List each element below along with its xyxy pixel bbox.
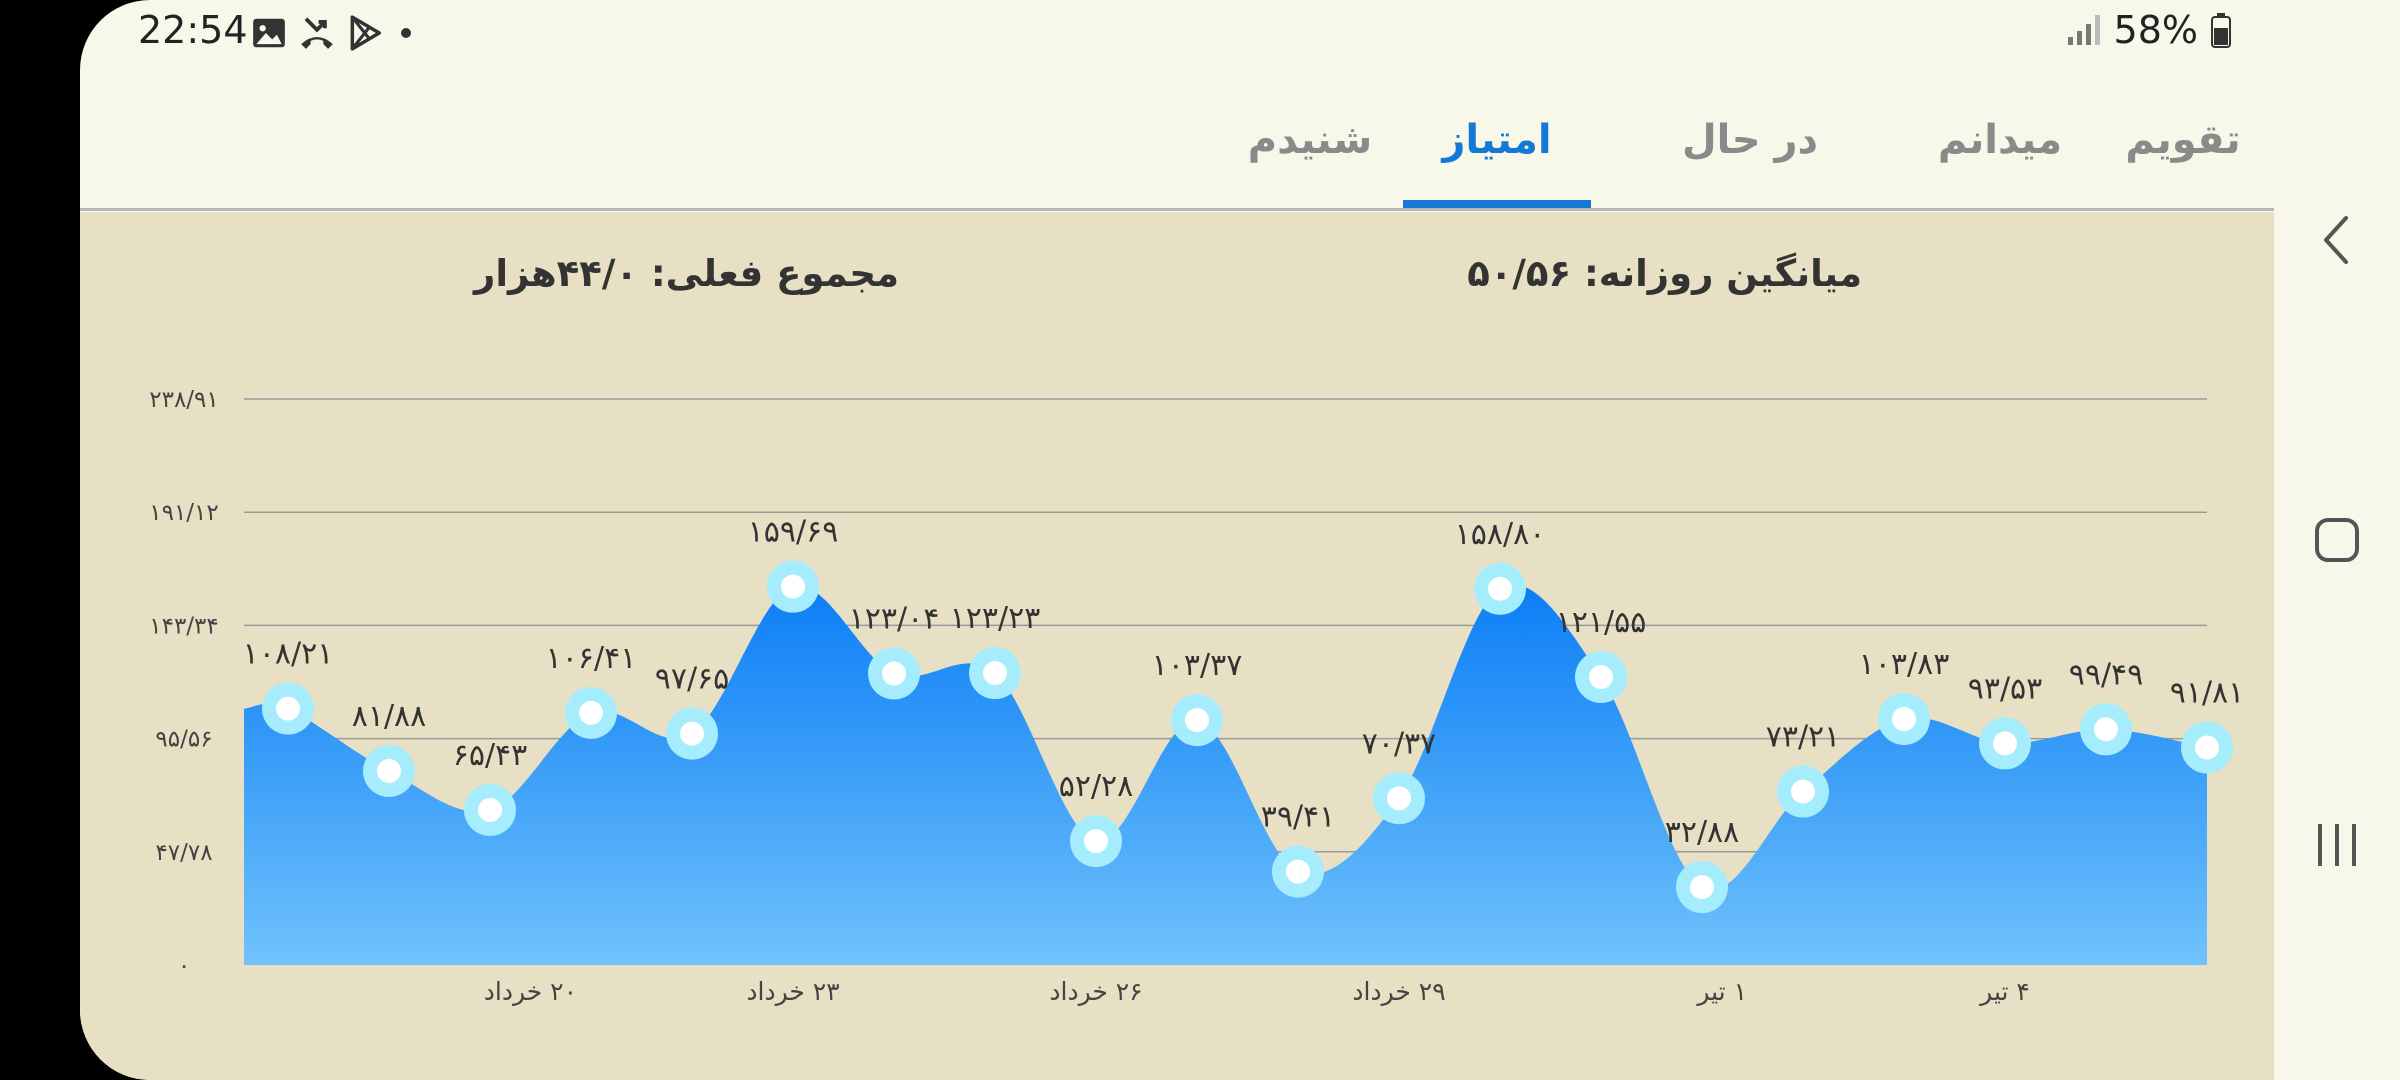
navigation-bar [2274, 0, 2400, 1080]
data-point[interactable] [262, 682, 314, 735]
data-point[interactable] [767, 560, 819, 613]
x-tick-label: ۴ تیر [1978, 977, 2030, 1006]
y-tick-label: ۰ [178, 953, 190, 979]
system-status: 58% [2066, 8, 2232, 52]
data-point[interactable] [2080, 703, 2132, 756]
y-tick-label: ۴۷/۷۸ [155, 840, 212, 866]
data-label: ۳۲/۸۸ [1665, 815, 1740, 850]
data-label: ۳۹/۴۱ [1261, 800, 1336, 835]
x-tick-label: ۲۶ خرداد [1049, 977, 1142, 1006]
x-tick-label: ۲۰ خرداد [484, 977, 577, 1006]
x-tick-label: ۲۹ خرداد [1352, 977, 1445, 1006]
data-label: ۹۳/۵۳ [1968, 671, 2043, 706]
tab-calendar[interactable]: تقویم [2125, 117, 2241, 163]
data-label: ۱۵۹/۶۹ [748, 515, 839, 550]
tab-learning[interactable]: در حال یادگیری [1674, 117, 1826, 263]
data-point[interactable] [1373, 772, 1425, 825]
tab-heard[interactable]: شنیدم [1247, 117, 1373, 163]
x-tick-label: ۱ تیر [1695, 977, 1747, 1006]
y-tick-label: ۲۳۸/۹۱ [149, 387, 219, 413]
data-point[interactable] [666, 707, 718, 760]
data-label: ۱۰۶/۴۱ [546, 641, 637, 676]
data-label: ۱۲۳/۰۴ [849, 602, 940, 637]
y-tick-label: ۱۹۱/۱۲ [149, 500, 219, 526]
data-label: ۱۰۳/۸۳ [1859, 647, 1950, 682]
notification-icons [250, 14, 418, 52]
score-area-chart: ۰ ۴۷/۷۸ ۹۵/۵۶ ۱۴۳/۳۴ ۱۹۱/۱۲ ۲۳۸/۹۱ ۲۰ خرداد ۲۳… [149, 387, 2245, 1006]
data-label: ۱۲۱/۵۵ [1556, 605, 1647, 640]
status-bar: 22:54 [80, 0, 2274, 66]
data-point[interactable] [1575, 651, 1627, 704]
data-label: ۹۷/۶۵ [655, 662, 730, 697]
active-tab-indicator [1403, 200, 1591, 208]
missed-call-icon [301, 17, 333, 49]
dot-icon [401, 28, 411, 38]
y-tick-label: ۹۵/۵۶ [155, 727, 212, 753]
data-point[interactable] [1171, 694, 1223, 747]
tab-score[interactable]: امتیاز [1442, 117, 1552, 163]
tab-divider [80, 208, 2274, 211]
data-point[interactable] [464, 783, 516, 836]
y-tick-label: ۱۴۳/۳۴ [149, 613, 219, 639]
clock: 22:54 [138, 8, 248, 52]
play-store-icon [350, 15, 381, 51]
data-point[interactable] [2181, 721, 2233, 774]
current-total: مجموع فعلی: ۴۴/۰هزار [474, 252, 899, 295]
data-point[interactable] [868, 647, 920, 700]
tab-bar: تقویم میدانم در حال یادگیری امتیاز شنیدم [80, 90, 2274, 263]
back-icon[interactable] [2312, 210, 2362, 270]
data-label: ۱۵۸/۸۰ [1455, 517, 1546, 552]
home-icon[interactable] [2312, 515, 2362, 565]
data-point[interactable] [1272, 845, 1324, 898]
recents-icon[interactable] [2312, 818, 2362, 872]
gallery-icon [253, 18, 285, 48]
score-chart-panel: میانگین روزانه: ۵۰/۵۶ مجموع فعلی: ۴۴/۰هز… [80, 212, 2274, 1080]
data-point[interactable] [565, 686, 617, 739]
data-point[interactable] [363, 745, 415, 798]
data-label: ۶۵/۴۳ [453, 738, 528, 773]
signal-icon [2067, 15, 2100, 45]
x-tick-label: ۲۳ خرداد [746, 977, 839, 1006]
app-screen: 22:54 [80, 0, 2274, 1080]
score-area [244, 584, 2215, 965]
data-point[interactable] [1979, 717, 2031, 770]
data-label: ۷۰/۳۷ [1362, 726, 1437, 761]
tab-known[interactable]: میدانم [1937, 117, 2063, 163]
data-label: ۹۱/۸۱ [2170, 675, 2245, 710]
data-point[interactable] [969, 647, 1021, 700]
data-point[interactable] [1070, 815, 1122, 868]
battery-icon [2211, 13, 2231, 48]
data-label: ۸۱/۸۸ [352, 699, 427, 734]
data-label: ۵۲/۲۸ [1059, 769, 1134, 804]
data-point[interactable] [1777, 765, 1829, 818]
data-label: ۱۰۸/۲۱ [243, 637, 334, 672]
data-point[interactable] [1878, 693, 1930, 746]
data-point[interactable] [1474, 562, 1526, 615]
data-label: ۱۲۳/۲۳ [950, 601, 1041, 636]
data-label: ۷۳/۲۱ [1766, 720, 1841, 755]
battery-percent: 58% [2113, 8, 2198, 52]
data-point[interactable] [1676, 861, 1728, 914]
daily-average: میانگین روزانه: ۵۰/۵۶ [1467, 252, 1862, 295]
data-label: ۱۰۳/۳۷ [1152, 648, 1243, 683]
data-label: ۹۹/۴۹ [2069, 657, 2144, 692]
